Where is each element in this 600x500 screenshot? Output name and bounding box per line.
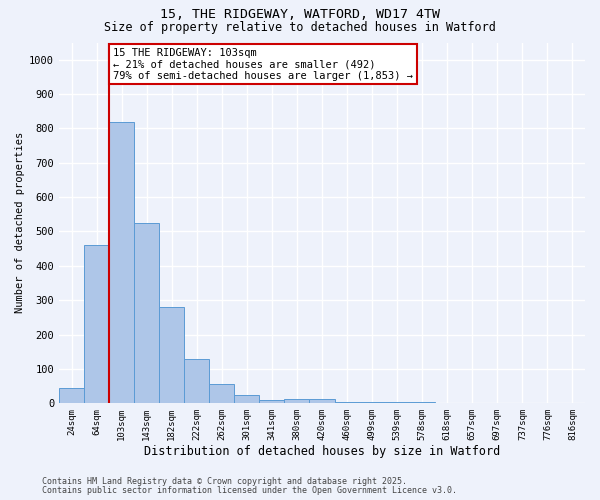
Bar [359,402,385,403]
Bar [259,400,284,403]
X-axis label: Distribution of detached houses by size in Watford: Distribution of detached houses by size … [144,444,500,458]
Bar [59,388,84,403]
Bar [335,402,359,403]
Bar [310,399,335,403]
Bar [134,223,159,403]
Text: 15, THE RIDGEWAY, WATFORD, WD17 4TW: 15, THE RIDGEWAY, WATFORD, WD17 4TW [160,8,440,20]
Text: Size of property relative to detached houses in Watford: Size of property relative to detached ho… [104,21,496,34]
Bar [184,358,209,403]
Y-axis label: Number of detached properties: Number of detached properties [15,132,25,314]
Bar [385,402,410,403]
Bar [209,384,235,403]
Bar [84,245,109,403]
Text: Contains public sector information licensed under the Open Government Licence v3: Contains public sector information licen… [42,486,457,495]
Bar [235,394,259,403]
Bar [284,399,310,403]
Text: Contains HM Land Registry data © Crown copyright and database right 2025.: Contains HM Land Registry data © Crown c… [42,477,407,486]
Text: 15 THE RIDGEWAY: 103sqm
← 21% of detached houses are smaller (492)
79% of semi-d: 15 THE RIDGEWAY: 103sqm ← 21% of detache… [113,48,413,81]
Bar [159,307,184,403]
Bar [109,122,134,403]
Bar [410,402,435,403]
